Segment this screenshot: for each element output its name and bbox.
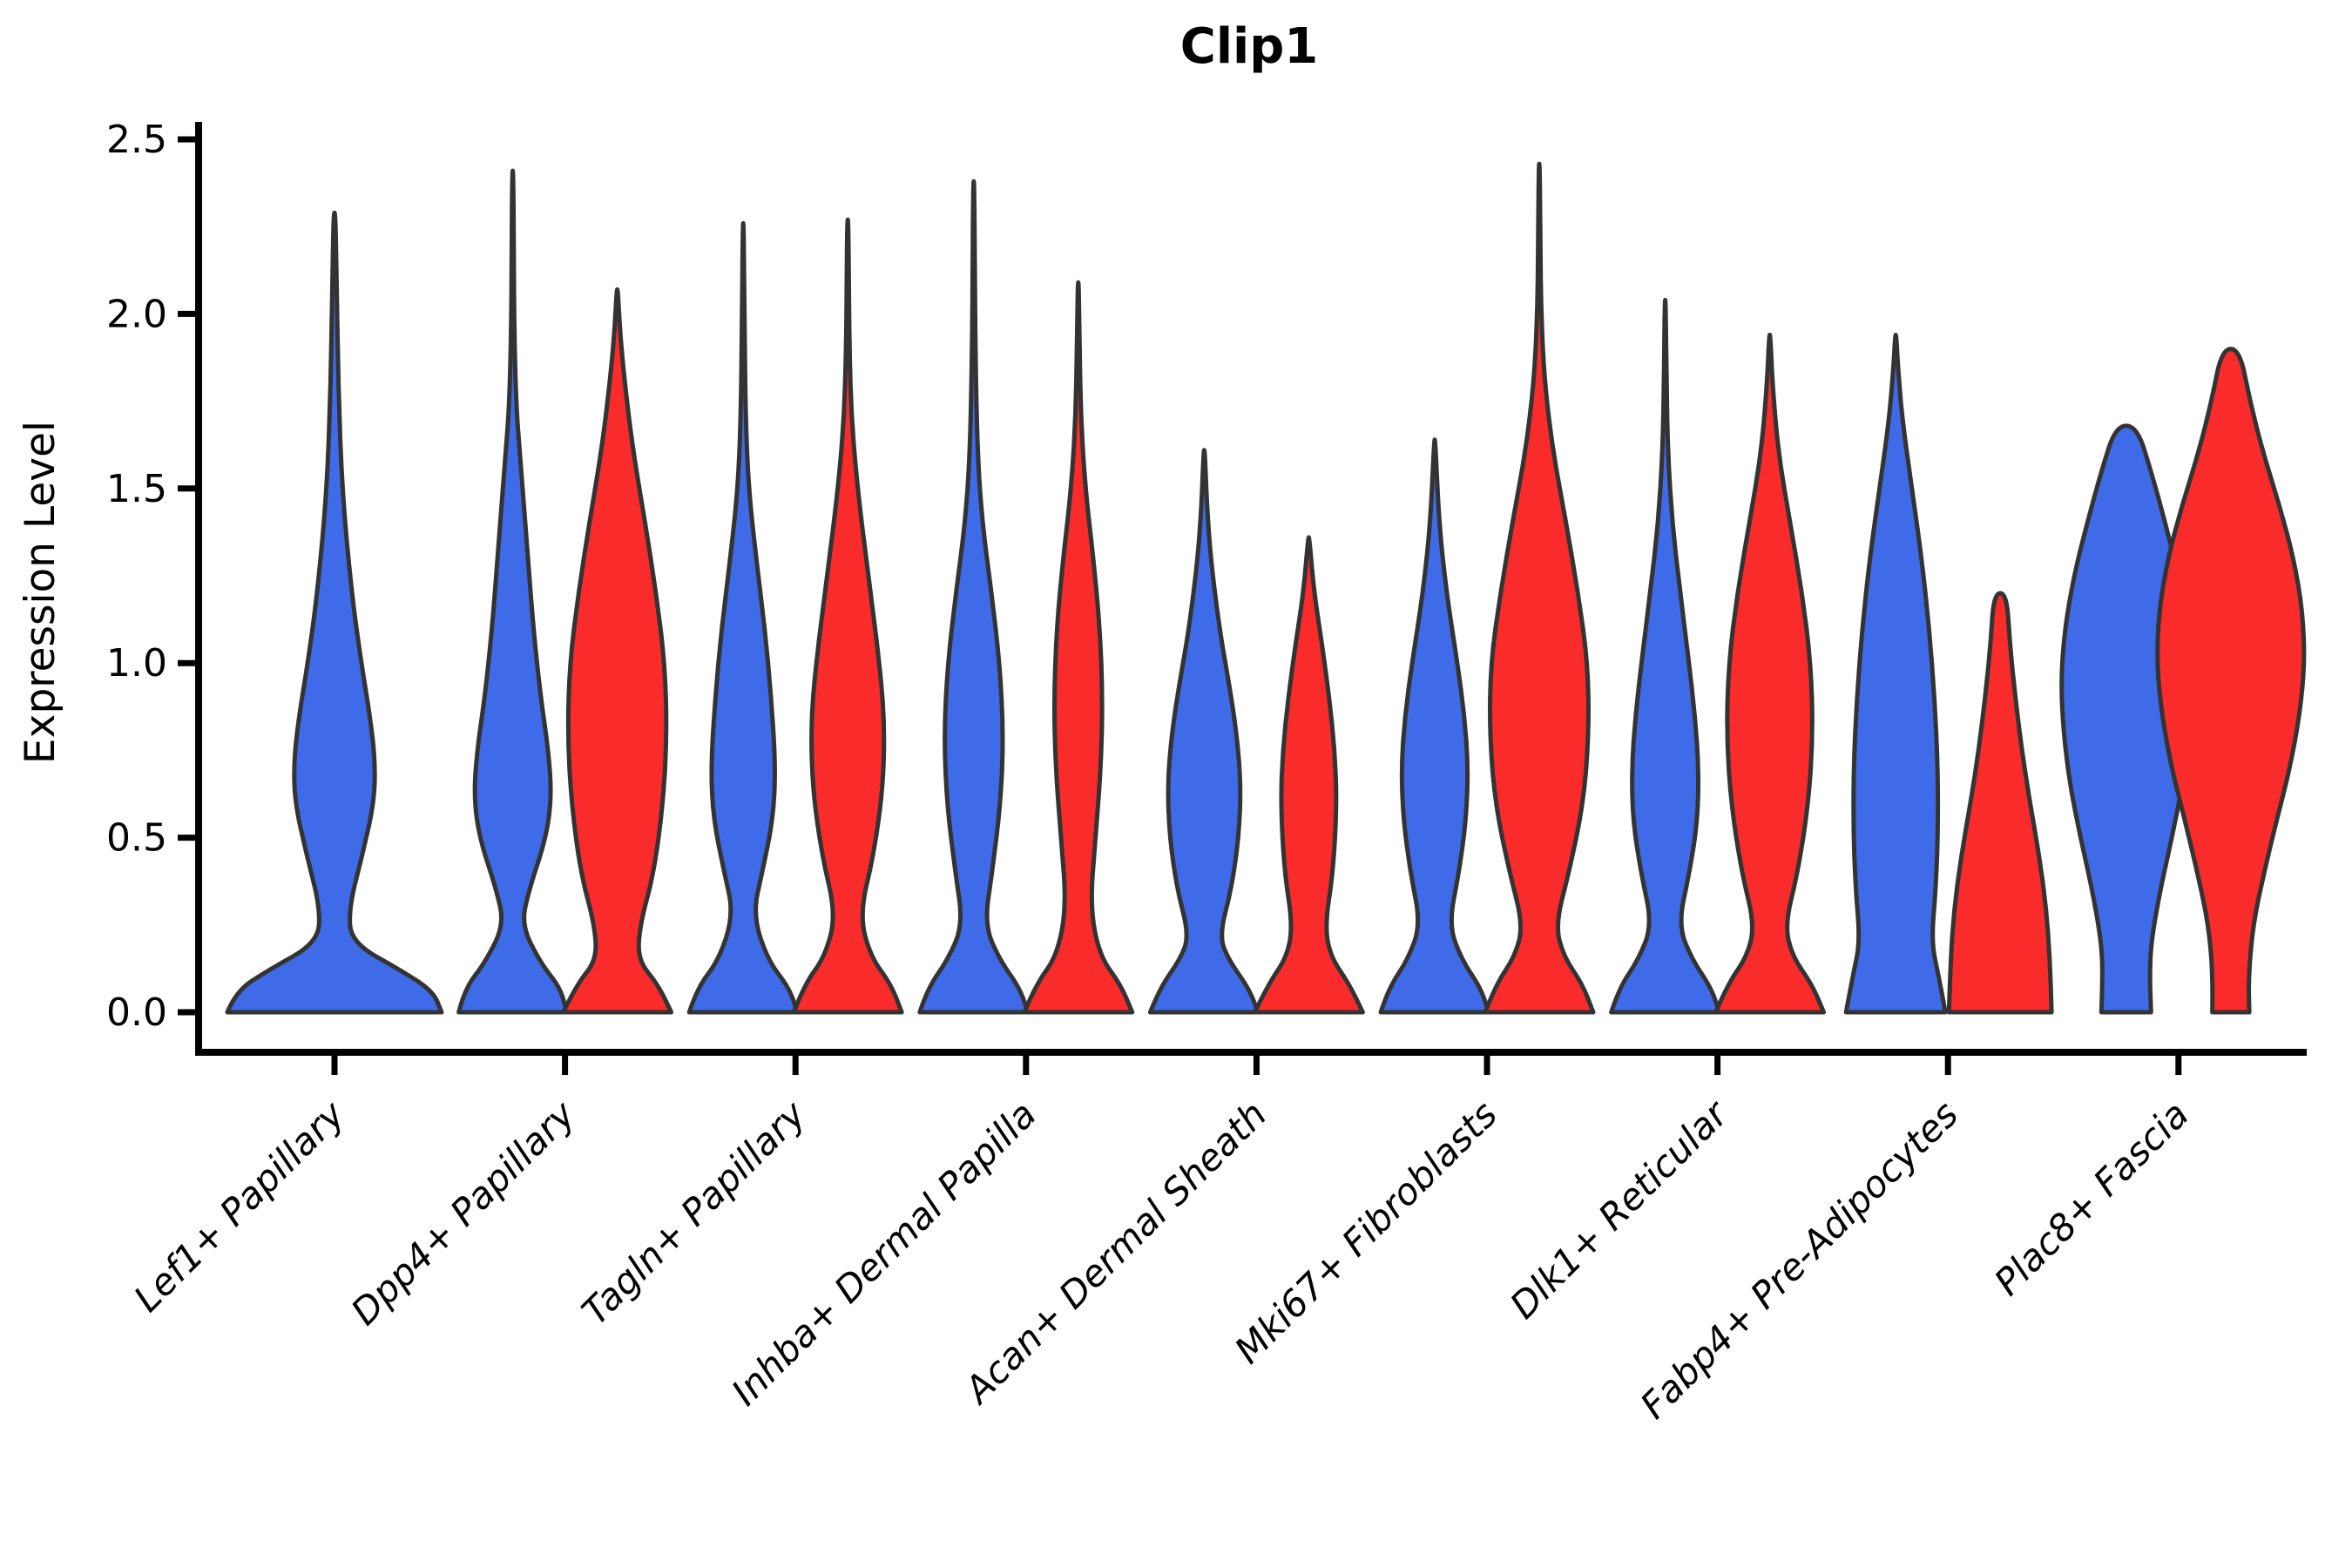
violin-Dlk1+-red bbox=[1713, 332, 1827, 1015]
violin-Plac8+-red bbox=[2155, 347, 2307, 1015]
chart-title: Clip1 bbox=[1180, 18, 1319, 75]
violins bbox=[225, 161, 2307, 1015]
x-tick-label: Dlk1+ Reticular bbox=[1502, 1091, 1738, 1327]
violin-Lef1+-blue bbox=[225, 210, 444, 1015]
violin-Inhba+-red bbox=[1022, 280, 1135, 1015]
y-tick-label: 0.0 bbox=[106, 990, 167, 1035]
x-tick-label: Lef1+ Papillary bbox=[125, 1092, 354, 1321]
y-axis-label: Expression Level bbox=[17, 421, 64, 764]
axes bbox=[195, 122, 2307, 1056]
violin-Tagln+-blue bbox=[686, 220, 800, 1015]
violin-Dpp4+-red bbox=[561, 287, 674, 1015]
y-tick-label: 0.5 bbox=[106, 816, 167, 861]
y-tick-label: 2.0 bbox=[106, 292, 167, 336]
violin-Plac8+-blue bbox=[2059, 423, 2193, 1015]
violin-Inhba+-blue bbox=[917, 179, 1031, 1015]
violin-Dpp4+-blue bbox=[456, 168, 570, 1015]
violin-Acan+-red bbox=[1252, 535, 1365, 1015]
y-tick-label: 2.5 bbox=[106, 118, 167, 162]
violin-Mki67+-blue bbox=[1378, 437, 1491, 1015]
x-tick-label: Mki67+ Fibroblasts bbox=[1227, 1092, 1505, 1371]
violin-Mki67+-red bbox=[1483, 161, 1596, 1015]
x-tick-label: Tagln+ Papillary bbox=[573, 1092, 814, 1334]
y-tick-group: 0.0 0.5 1.0 1.5 2.0 2.5 bbox=[106, 118, 199, 1035]
violin-Fabp4+-red bbox=[1946, 591, 2054, 1015]
violin-Acan+-blue bbox=[1147, 448, 1260, 1015]
violin-Tagln+-red bbox=[791, 217, 904, 1015]
y-tick-label: 1.5 bbox=[106, 467, 167, 511]
violin-Dlk1+-blue bbox=[1609, 297, 1722, 1015]
x-tick-label: Dpp4+ Papillary bbox=[343, 1092, 585, 1334]
y-tick-label: 1.0 bbox=[106, 641, 167, 686]
x-tick-label: Plac8+ Fascia bbox=[1986, 1092, 2197, 1303]
violin-Fabp4+-blue bbox=[1843, 332, 1948, 1015]
